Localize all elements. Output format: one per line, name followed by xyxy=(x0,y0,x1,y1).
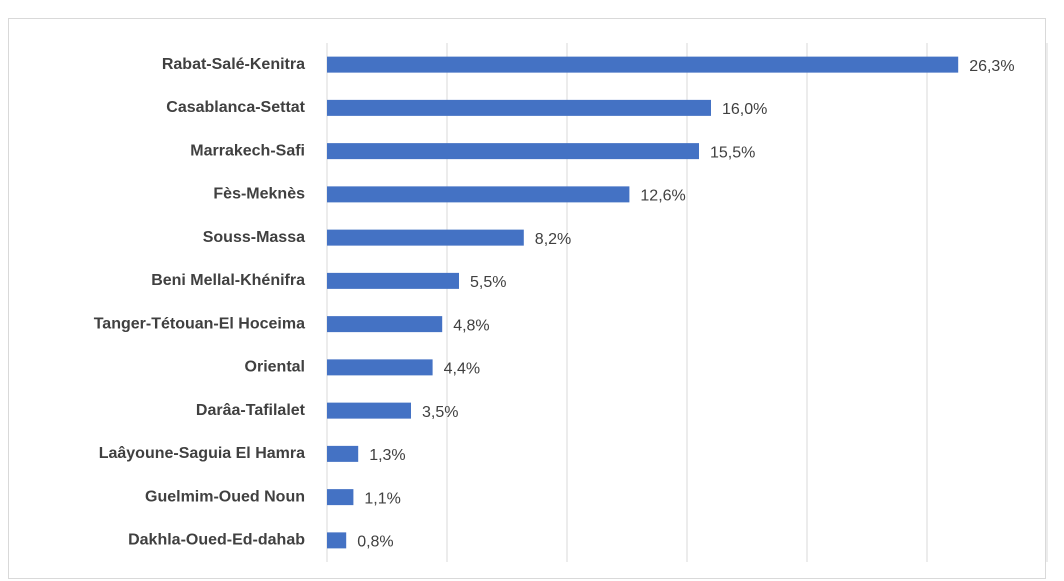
value-label: 4,8% xyxy=(453,317,489,334)
value-label: 15,5% xyxy=(710,144,755,161)
bar xyxy=(327,272,459,289)
category-label: Tanger-Tétouan-El Hoceima xyxy=(94,315,305,332)
bar xyxy=(327,532,347,549)
bar xyxy=(327,186,630,203)
category-label: Marrakech-Safi xyxy=(190,142,305,159)
category-label: Oriental xyxy=(245,359,305,376)
bar xyxy=(327,229,524,246)
bar xyxy=(327,316,443,333)
value-label: 1,3% xyxy=(369,447,405,464)
category-label: Guelmim-Oued Noun xyxy=(145,488,305,505)
value-label: 1,1% xyxy=(364,490,400,507)
value-label: 8,2% xyxy=(535,231,571,248)
bar xyxy=(327,445,359,462)
category-label: Rabat-Salé-Kenitra xyxy=(162,56,305,73)
value-label: 4,4% xyxy=(444,361,480,378)
bar xyxy=(327,402,411,419)
category-label: Beni Mellal-Khénifra xyxy=(151,272,305,289)
category-label: Dakhla-Oued-Ed-dahab xyxy=(128,532,305,549)
bar xyxy=(327,99,711,116)
bar xyxy=(327,143,699,160)
value-label: 5,5% xyxy=(470,274,506,291)
value-label: 0,8% xyxy=(357,534,393,551)
value-label: 26,3% xyxy=(969,58,1014,75)
value-label: 12,6% xyxy=(640,188,685,205)
category-label: Laâyoune-Saguia El Hamra xyxy=(99,445,305,462)
value-label: 3,5% xyxy=(422,404,458,421)
category-label: Casablanca-Settat xyxy=(166,99,305,116)
category-label: Fès-Meknès xyxy=(213,186,305,203)
category-label: Souss-Massa xyxy=(203,229,305,246)
bar xyxy=(327,359,433,376)
value-label: 16,0% xyxy=(722,101,767,118)
category-label: Darâa-Tafilalet xyxy=(196,402,306,419)
bar xyxy=(327,489,354,506)
bar xyxy=(327,56,959,73)
